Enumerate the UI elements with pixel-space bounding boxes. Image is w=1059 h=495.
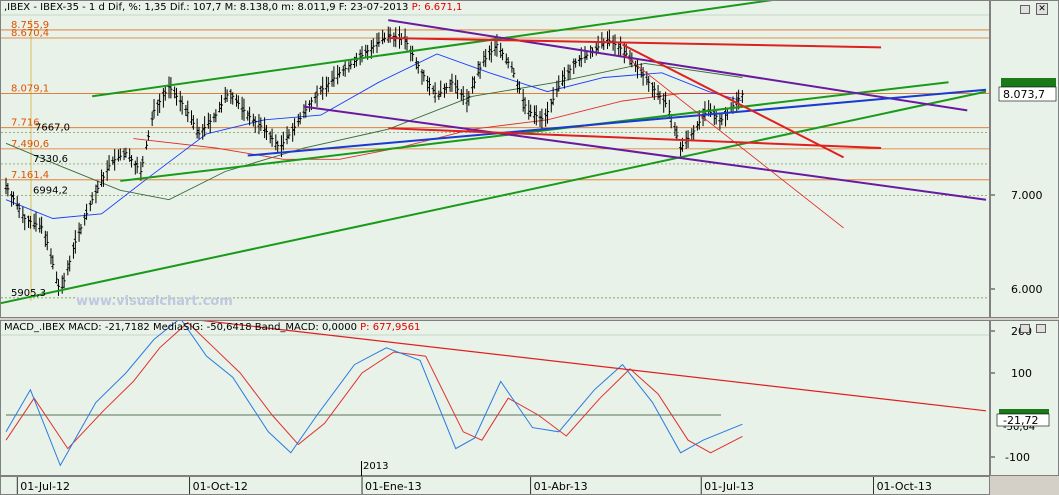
trend-purple-trendline bbox=[388, 19, 968, 112]
moving-average-long bbox=[5, 62, 743, 201]
support-resistance-levels bbox=[1, 29, 989, 299]
level-label: 7.161,4 bbox=[11, 170, 49, 181]
macd-pane[interactable]: MACD_.IBEX MACD: -21,7182 MediaSIG: -50,… bbox=[0, 320, 990, 476]
trendlines bbox=[1, 1, 987, 305]
macd-chart[interactable] bbox=[1, 321, 989, 475]
macd-maximize-button[interactable] bbox=[1036, 324, 1046, 333]
macd-axis: 200100-100-200 -50,64 -21,72 bbox=[990, 320, 1059, 495]
macd-projection: P: 677,9561 bbox=[360, 322, 421, 333]
level-label: 8.670,4 bbox=[11, 28, 49, 39]
price-chart-pane[interactable]: 8.755,9 8.670,4 8.079,1 7.716 7667,0 7.490,6 7… bbox=[0, 0, 1018, 318]
macd-lines bbox=[5, 321, 987, 467]
trend-purple-trendline bbox=[303, 105, 987, 201]
macd-grid bbox=[1, 334, 989, 416]
moving-averages bbox=[5, 53, 743, 219]
price-bars bbox=[4, 26, 744, 296]
price-projection: P: 6.671,1 bbox=[411, 2, 463, 13]
current-value: 8.073,7 bbox=[1003, 88, 1045, 101]
date-axis: 01-Jul-12 01-Oct-12 01-Ene-13 01-Abr-13 01-J… bbox=[0, 476, 990, 495]
macd-signal-line bbox=[5, 321, 743, 454]
maximize-button[interactable] bbox=[1020, 5, 1030, 14]
level-label: 7.716 bbox=[11, 118, 40, 129]
current-value-box bbox=[998, 86, 1057, 102]
price-grid bbox=[1, 14, 989, 301]
level-label: 8.079,1 bbox=[11, 84, 49, 95]
price-tick-label: 6.000 bbox=[1011, 283, 1043, 296]
year-marker: 2013 bbox=[364, 477, 389, 478]
year-marker-label: 2013 bbox=[363, 461, 389, 472]
moving-average-short bbox=[5, 53, 743, 219]
trend-green-trendline bbox=[1, 90, 987, 305]
watermark: www.visualchart.com bbox=[76, 294, 233, 309]
date-tick-label: 01-Ene-13 bbox=[365, 480, 422, 493]
date-axis-svg: 01-Jul-12 01-Oct-12 01-Ene-13 01-Abr-13 01-J… bbox=[16, 477, 932, 494]
trend-red-trendline bbox=[388, 37, 882, 49]
macd-tick-label: -100 bbox=[1005, 451, 1030, 464]
year-marker-tick bbox=[361, 461, 362, 476]
date-tick-label: 01-Jul-13 bbox=[704, 480, 754, 493]
moving-average-mid bbox=[133, 93, 743, 160]
macd-tick-label: 100 bbox=[1011, 367, 1032, 380]
macd-line bbox=[5, 321, 743, 467]
level-label: 7.490,6 bbox=[11, 139, 49, 150]
macd-restore-button[interactable] bbox=[1020, 324, 1030, 333]
macd-trendline bbox=[201, 321, 987, 412]
trend-blue-trendline bbox=[247, 88, 987, 157]
trend-red-trendline bbox=[388, 127, 882, 149]
macd-axis-svg: 200100-100-200 -50,64 -21,72 bbox=[991, 325, 1050, 495]
macd-value-box bbox=[996, 413, 1050, 427]
trend-red-trendline bbox=[622, 43, 845, 159]
macd-header: MACD_.IBEX MACD: -21,7182 MediaSIG: -50,… bbox=[4, 322, 420, 333]
level-label: 8.755,9 bbox=[11, 20, 49, 31]
level-label: 7667,0 bbox=[35, 122, 70, 133]
level-label: 6994,2 bbox=[33, 186, 68, 197]
level-label: 5905,3 bbox=[11, 288, 46, 299]
trend-red-trendline bbox=[622, 53, 844, 229]
price-header-text: ,IBEX - IBEX-35 - 1 d Dif, %: 1,35 Dif.:… bbox=[4, 2, 409, 13]
date-tick-label: 01-Abr-13 bbox=[534, 480, 588, 493]
date-tick-label: 01-Jul-12 bbox=[20, 480, 70, 493]
macd-header-text: MACD_.IBEX MACD: -21,7182 MediaSIG: -50,… bbox=[4, 322, 357, 333]
macd-value-behind: -50,64 bbox=[1003, 422, 1035, 433]
level-label: 7330,6 bbox=[33, 154, 68, 165]
macd-value: -21,72 bbox=[1003, 414, 1038, 427]
close-icon[interactable]: ✕ bbox=[1036, 3, 1048, 15]
price-header: ,IBEX - IBEX-35 - 1 d Dif, %: 1,35 Dif.:… bbox=[4, 2, 462, 13]
trend-green-trendline bbox=[120, 81, 949, 182]
date-tick-label: 01-Oct-13 bbox=[877, 480, 932, 493]
price-tick-label: 7.000 bbox=[1011, 189, 1043, 202]
date-tick-label: 01-Oct-12 bbox=[193, 480, 248, 493]
